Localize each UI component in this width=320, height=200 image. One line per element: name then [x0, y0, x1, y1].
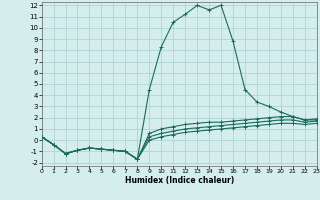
X-axis label: Humidex (Indice chaleur): Humidex (Indice chaleur)	[124, 176, 234, 185]
